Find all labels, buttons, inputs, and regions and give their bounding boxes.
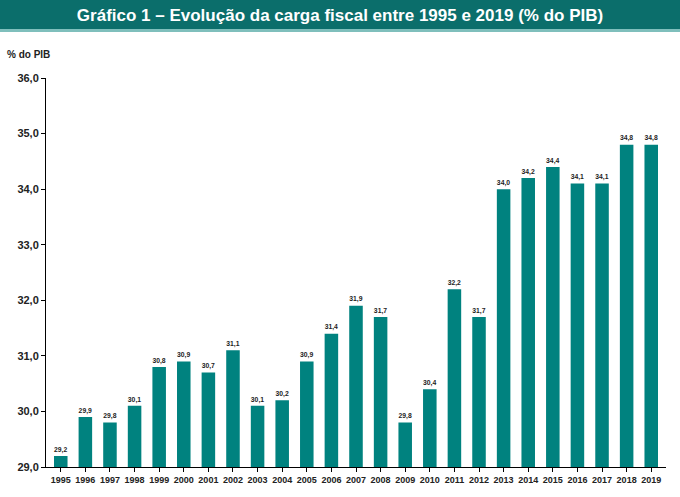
svg-text:1997: 1997 — [100, 475, 120, 485]
svg-text:29,8: 29,8 — [398, 412, 411, 420]
svg-text:34,8: 34,8 — [620, 134, 633, 142]
svg-text:2018: 2018 — [617, 475, 637, 485]
svg-text:34,0: 34,0 — [17, 183, 38, 195]
svg-text:34,2: 34,2 — [521, 168, 534, 176]
svg-text:1995: 1995 — [51, 475, 71, 485]
svg-text:33,0: 33,0 — [17, 239, 38, 251]
svg-text:2007: 2007 — [346, 475, 366, 485]
svg-text:2017: 2017 — [592, 475, 612, 485]
svg-text:32,0: 32,0 — [17, 294, 38, 306]
svg-text:2006: 2006 — [321, 475, 341, 485]
svg-text:29,0: 29,0 — [17, 461, 38, 473]
svg-text:30,1: 30,1 — [128, 396, 141, 404]
svg-text:2008: 2008 — [371, 475, 391, 485]
svg-text:2005: 2005 — [297, 475, 317, 485]
svg-text:31,0: 31,0 — [17, 350, 38, 362]
svg-text:2012: 2012 — [469, 475, 489, 485]
svg-text:30,7: 30,7 — [202, 362, 215, 370]
svg-text:2004: 2004 — [272, 475, 292, 485]
svg-text:2002: 2002 — [223, 475, 243, 485]
svg-text:2009: 2009 — [395, 475, 415, 485]
svg-text:29,2: 29,2 — [54, 446, 67, 454]
svg-text:2014: 2014 — [518, 475, 538, 485]
svg-text:31,7: 31,7 — [472, 307, 485, 315]
svg-text:% do PIB: % do PIB — [7, 49, 50, 60]
svg-text:31,4: 31,4 — [325, 323, 338, 331]
svg-text:31,1: 31,1 — [226, 340, 239, 348]
svg-text:2010: 2010 — [420, 475, 440, 485]
svg-text:30,1: 30,1 — [251, 396, 264, 404]
svg-text:35,0: 35,0 — [17, 127, 38, 139]
svg-text:34,8: 34,8 — [644, 134, 657, 142]
svg-text:2015: 2015 — [543, 475, 563, 485]
svg-text:31,7: 31,7 — [374, 307, 387, 315]
svg-text:29,9: 29,9 — [79, 407, 92, 415]
svg-text:1999: 1999 — [149, 475, 169, 485]
svg-text:2016: 2016 — [567, 475, 587, 485]
svg-text:30,9: 30,9 — [177, 351, 190, 359]
svg-text:34,0: 34,0 — [497, 179, 510, 187]
svg-text:29,8: 29,8 — [103, 412, 116, 420]
svg-text:1998: 1998 — [125, 475, 145, 485]
svg-text:2000: 2000 — [174, 475, 194, 485]
html-text:Gráfico 1 – Evolução da carga: Gráfico 1 – Evolução da carga fiscal ent… — [76, 6, 604, 25]
svg-text:2019: 2019 — [641, 475, 661, 485]
svg-text:30,0: 30,0 — [17, 405, 38, 417]
svg-text:30,9: 30,9 — [300, 351, 313, 359]
svg-text:2001: 2001 — [198, 475, 218, 485]
svg-text:34,1: 34,1 — [571, 173, 584, 181]
svg-text:1996: 1996 — [75, 475, 95, 485]
svg-text:30,4: 30,4 — [423, 379, 436, 387]
svg-text:30,8: 30,8 — [152, 357, 165, 365]
svg-text:34,1: 34,1 — [595, 173, 608, 181]
svg-text:32,2: 32,2 — [448, 279, 461, 287]
svg-text:2013: 2013 — [494, 475, 514, 485]
svg-text:34,4: 34,4 — [546, 157, 559, 165]
svg-text:36,0: 36,0 — [17, 72, 38, 84]
svg-text:2011: 2011 — [445, 475, 465, 485]
svg-text:30,2: 30,2 — [275, 390, 288, 398]
svg-text:2003: 2003 — [248, 475, 268, 485]
svg-text:31,9: 31,9 — [349, 295, 362, 303]
